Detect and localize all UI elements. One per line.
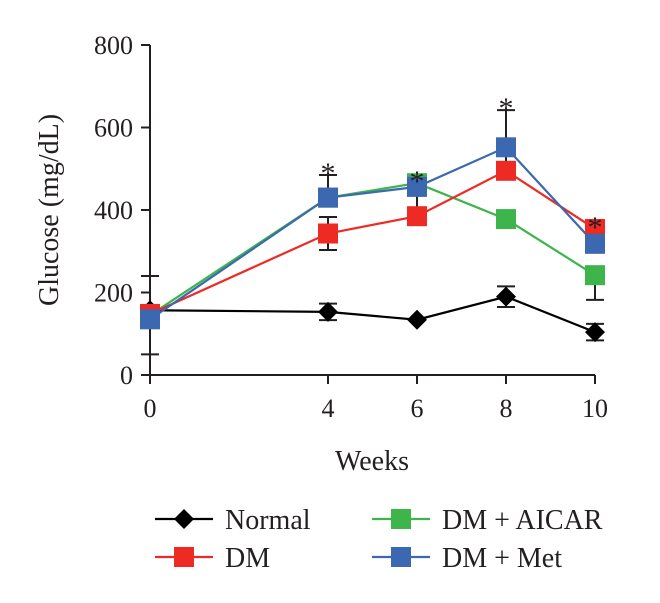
series-lines — [149, 145, 596, 334]
series-line-dm-aicar — [149, 182, 596, 317]
y-tick-label: 600 — [94, 114, 133, 143]
significance-asterisk: * — [499, 92, 514, 125]
legend-item: Normal — [155, 505, 311, 536]
y-tick-label: 800 — [94, 31, 133, 60]
x-tick-label: 6 — [411, 394, 424, 423]
error-bars — [141, 109, 604, 356]
legend-item: DM + AICAR — [372, 505, 603, 536]
y-tick-label: 0 — [120, 361, 133, 390]
legend-swatch-marker — [174, 509, 194, 529]
series-line-normal — [149, 295, 596, 334]
legend-label: DM + AICAR — [442, 505, 603, 536]
y-ticks: 0 200 400 600 800 — [94, 31, 150, 390]
data-point — [585, 233, 605, 254]
data-point — [318, 187, 338, 208]
legend-label: DM — [225, 543, 270, 574]
significance-asterisk: * — [588, 211, 603, 244]
significance-asterisk: * — [410, 165, 425, 198]
legend-swatch-marker — [174, 547, 194, 567]
legend-item: DM + Met — [372, 543, 562, 574]
legend-label: DM + Met — [442, 543, 562, 574]
data-point — [496, 209, 516, 230]
y-tick-label: 200 — [94, 279, 133, 308]
data-point — [140, 309, 160, 330]
x-tick-label: 4 — [322, 394, 335, 423]
data-point — [585, 265, 605, 286]
data-point — [496, 286, 516, 307]
legend: Normal DM DM + AICAR DM + Met — [155, 505, 603, 574]
x-ticks: 0 4 6 8 10 — [144, 375, 608, 423]
x-tick-label: 0 — [144, 394, 157, 423]
data-point — [496, 137, 516, 158]
y-tick-label: 400 — [94, 196, 133, 225]
data-point — [407, 206, 427, 227]
data-point — [318, 223, 338, 244]
legend-label: Normal — [225, 505, 311, 536]
x-axis-title: Weeks — [335, 446, 409, 477]
data-point — [585, 322, 605, 343]
series-markers — [140, 137, 605, 343]
legend-item: DM — [155, 543, 270, 574]
significance-annotations: * * * * — [321, 92, 603, 244]
legend-swatch-marker — [391, 509, 411, 529]
data-point — [318, 301, 338, 322]
data-point — [496, 160, 516, 181]
y-axis-title: Glucose (mg/dL) — [34, 114, 65, 306]
data-point — [407, 176, 427, 197]
axes — [149, 45, 595, 376]
significance-asterisk: * — [321, 157, 336, 190]
x-tick-label: 10 — [582, 394, 608, 423]
x-tick-label: 8 — [500, 394, 513, 423]
data-point — [407, 309, 427, 330]
legend-swatch-marker — [391, 547, 411, 567]
